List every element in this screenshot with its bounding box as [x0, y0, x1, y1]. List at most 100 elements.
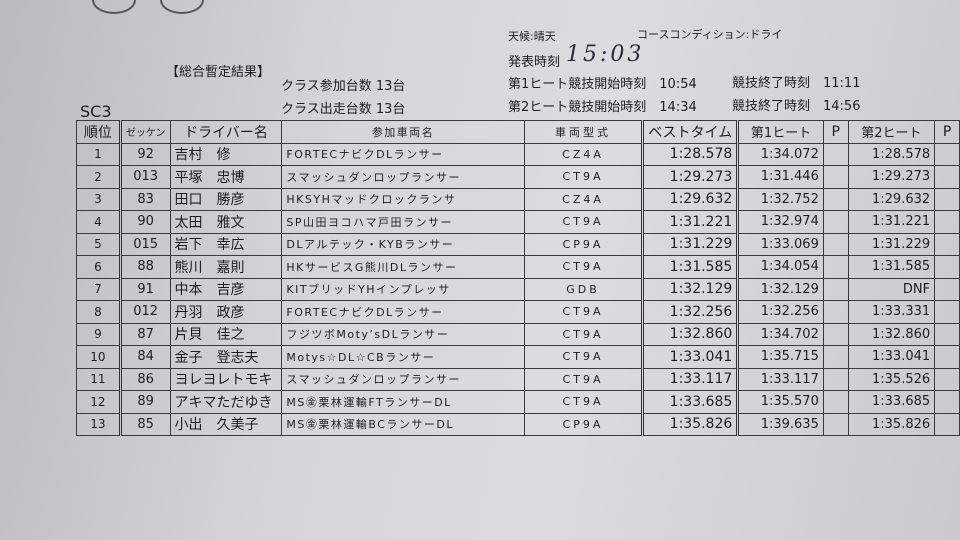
cell-heat2-penalty: [934, 232, 960, 256]
column-header-heat2-penalty: P: [934, 120, 960, 144]
logo-fragment: [160, 0, 204, 14]
cell-best-time: 1:32.256: [642, 300, 740, 324]
cell-car-model: CT9A: [523, 165, 645, 189]
cell-heat2-time: 1:33.041: [847, 345, 936, 369]
cell-car-name: スマッシュダンロップランサー: [281, 367, 525, 391]
cell-heat1-time: 1:31.446: [737, 165, 824, 189]
cell-car-name: MS㊎栗林運輸BCランサーDL: [281, 412, 525, 436]
cell-best-time: 1:35.826: [642, 412, 740, 436]
results-title: 【総合暫定結果】: [166, 65, 271, 80]
cell-car-model: CP9A: [523, 232, 645, 256]
table-row: 6 88 熊川 嘉則 HKサービスG熊川DLランサー CT9A 1:31.585 1:34.…: [76, 255, 960, 279]
logo-fragment: [92, 0, 136, 14]
cell-driver: 金子 登志夫: [169, 345, 283, 369]
cell-driver: 吉村 修: [169, 142, 283, 166]
cell-heat1-time: 1:32.752: [737, 187, 824, 211]
cell-heat2-penalty: [934, 322, 960, 346]
heat1-end: 競技終了時刻 11:11: [732, 76, 861, 91]
cell-car-name: DLアルテック・KYBランサー: [281, 232, 525, 256]
cell-heat2-time: 1:35.826: [847, 412, 936, 436]
cell-rank: 7: [76, 277, 122, 301]
cell-car-name: スマッシュダンロップランサー: [281, 165, 525, 189]
column-header-rank: 順位: [76, 120, 122, 144]
cell-heat1-time: 1:34.072: [737, 142, 824, 166]
cell-heat1-time: 1:32.129: [737, 277, 824, 301]
cell-bib: 89: [119, 390, 171, 414]
cell-bib: 91: [119, 277, 171, 301]
cell-heat1-time: 1:39.635: [737, 412, 824, 436]
table-row: 2 013 平塚 忠博 スマッシュダンロップランサー CT9A 1:29.273 1:31.…: [76, 165, 960, 189]
cell-best-time: 1:33.685: [642, 390, 740, 414]
cell-heat1-penalty: [822, 142, 849, 166]
cell-car-model: CT9A: [523, 210, 645, 234]
cell-bib: 87: [119, 322, 171, 346]
cell-heat2-penalty: [934, 367, 960, 391]
cell-car-model: CT9A: [523, 255, 645, 279]
cell-heat2-penalty: [934, 142, 960, 166]
results-table: 順位 ゼッケン ドライバー名 参加車両名 車両型式 ベストタイム 第1ヒート P 第2ヒート P …: [76, 120, 960, 436]
cell-best-time: 1:29.632: [642, 187, 740, 211]
cell-car-model: CT9A: [523, 345, 645, 369]
announce-time: 15:03: [566, 42, 645, 67]
cell-heat2-penalty: [934, 165, 960, 189]
cell-rank: 2: [76, 165, 122, 189]
cell-heat2-time: 1:33.685: [847, 390, 936, 414]
table-row: 5 015 岩下 幸広 DLアルテック・KYBランサー CP9A 1:31.229 1:33…: [76, 232, 960, 256]
cell-bib: 013: [119, 165, 171, 189]
cell-heat2-penalty: [934, 390, 960, 414]
cell-rank: 1: [76, 142, 122, 166]
cell-car-model: CT9A: [523, 390, 645, 414]
cell-heat2-time: DNF: [847, 277, 936, 301]
column-header-heat1-penalty: P: [822, 120, 849, 144]
column-header-driver: ドライバー名: [169, 120, 283, 144]
cell-car-name: HKSYHマッドクロックランサ: [281, 187, 525, 211]
cell-car-model: CZ4A: [523, 142, 645, 166]
table-row: 1 92 吉村 修 FORTECナビクDLランサー CZ4A 1:28.578 1:34.0…: [76, 142, 960, 166]
cell-driver: 中本 吉彦: [169, 277, 283, 301]
cell-rank: 9: [76, 322, 122, 346]
cell-heat1-time: 1:35.570: [737, 390, 824, 414]
cell-rank: 13: [76, 412, 122, 436]
cell-heat2-penalty: [934, 187, 960, 211]
table-row: 11 86 ヨレヨレトモキ スマッシュダンロップランサー CT9A 1:33.117 1:3…: [76, 367, 960, 391]
cell-car-model: CP9A: [523, 412, 645, 436]
cell-car-name: SP山田ヨコハマ戸田ランサー: [281, 210, 525, 234]
table-row: 12 89 アキマただゆき MS㊎栗林運輸FTランサーDL CT9A 1:33.685 1:…: [76, 390, 960, 414]
cell-heat2-penalty: [934, 255, 960, 279]
cell-driver: 平塚 忠博: [169, 165, 283, 189]
cell-best-time: 1:29.273: [642, 165, 740, 189]
course-condition: コースコンディション:ドライ: [637, 28, 783, 41]
table-row: 13 85 小出 久美子 MS㊎栗林運輸BCランサーDL CP9A 1:35.826 1:3…: [76, 412, 960, 436]
cell-car-name: KITブリッドYHインプレッサ: [281, 277, 525, 301]
cell-heat1-time: 1:34.054: [737, 255, 824, 279]
cell-heat2-time: 1:31.221: [847, 210, 936, 234]
cell-bib: 85: [119, 412, 171, 436]
cell-best-time: 1:33.117: [642, 367, 740, 391]
cell-bib: 015: [119, 232, 171, 256]
column-header-bib: ゼッケン: [119, 120, 171, 144]
cell-car-name: FORTECナビクDLランサー: [281, 142, 525, 166]
cell-heat1-penalty: [822, 165, 849, 189]
cell-heat1-penalty: [822, 232, 849, 256]
column-header-car-name: 参加車両名: [281, 120, 525, 144]
cell-car-name: FORTECナビクDLランサー: [281, 300, 525, 324]
cell-car-model: GDB: [523, 277, 645, 301]
cell-heat2-time: 1:28.578: [847, 142, 936, 166]
cell-bib: 012: [119, 300, 171, 324]
cell-car-name: フジツボMoty’sDLランサー: [281, 322, 525, 346]
cell-driver: 片貝 佳之: [169, 322, 283, 346]
cell-heat1-penalty: [822, 300, 849, 324]
cell-heat1-penalty: [822, 277, 849, 301]
column-header-best-time: ベストタイム: [642, 120, 740, 144]
cell-best-time: 1:28.578: [642, 142, 740, 166]
cell-heat1-penalty: [822, 390, 849, 414]
cell-bib: 92: [119, 142, 171, 166]
cell-rank: 5: [76, 232, 122, 256]
table-row: 7 91 中本 吉彦 KITブリッドYHインプレッサ GDB 1:32.129 1:32.1…: [76, 277, 960, 301]
heat2-end: 競技終了時刻 14:56: [732, 99, 861, 114]
table-row: 4 90 太田 雅文 SP山田ヨコハマ戸田ランサー CT9A 1:31.221 1:32.9…: [76, 210, 960, 234]
cell-heat1-time: 1:33.117: [737, 367, 824, 391]
cell-driver: 太田 雅文: [169, 210, 283, 234]
cell-bib: 83: [119, 187, 171, 211]
cell-best-time: 1:31.585: [642, 255, 740, 279]
